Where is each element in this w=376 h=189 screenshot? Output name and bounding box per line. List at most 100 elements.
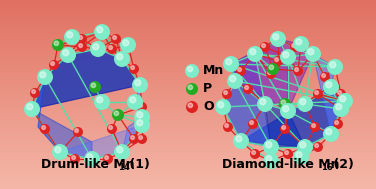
Circle shape [296, 152, 302, 158]
Circle shape [87, 154, 93, 160]
Circle shape [114, 51, 130, 67]
Circle shape [315, 91, 318, 94]
Circle shape [77, 42, 87, 52]
Circle shape [267, 63, 279, 75]
Circle shape [273, 56, 283, 66]
Circle shape [300, 142, 306, 148]
Circle shape [94, 94, 110, 110]
Circle shape [250, 149, 260, 159]
Circle shape [268, 71, 271, 74]
Circle shape [310, 122, 320, 132]
Circle shape [40, 124, 50, 134]
Circle shape [72, 156, 76, 160]
Circle shape [326, 82, 332, 88]
Text: P: P [203, 83, 212, 95]
Polygon shape [223, 54, 271, 147]
Circle shape [290, 42, 300, 52]
Circle shape [238, 68, 241, 71]
Circle shape [107, 44, 117, 54]
Circle shape [84, 151, 100, 167]
Circle shape [137, 120, 143, 126]
Circle shape [262, 44, 265, 47]
Circle shape [51, 62, 55, 66]
Circle shape [42, 126, 45, 129]
Circle shape [266, 69, 276, 79]
Circle shape [139, 104, 143, 108]
Circle shape [230, 76, 236, 82]
Polygon shape [122, 117, 142, 152]
Circle shape [135, 80, 141, 86]
Circle shape [109, 46, 112, 50]
Circle shape [40, 72, 46, 78]
Circle shape [49, 60, 59, 70]
Circle shape [340, 96, 346, 102]
Circle shape [252, 151, 256, 154]
Circle shape [327, 59, 343, 75]
Circle shape [123, 40, 129, 46]
Circle shape [37, 69, 53, 85]
Circle shape [308, 49, 314, 55]
Circle shape [134, 109, 150, 125]
Circle shape [131, 66, 135, 70]
Circle shape [63, 50, 69, 56]
Circle shape [137, 102, 147, 112]
Circle shape [223, 56, 239, 72]
Circle shape [187, 66, 193, 72]
Text: (2): (2) [329, 158, 354, 171]
Circle shape [338, 91, 341, 94]
Circle shape [279, 98, 291, 110]
Circle shape [114, 111, 118, 116]
Circle shape [79, 44, 82, 47]
Circle shape [226, 59, 232, 65]
Circle shape [336, 89, 346, 99]
Circle shape [137, 134, 147, 144]
Circle shape [218, 102, 224, 108]
Circle shape [333, 119, 343, 129]
Polygon shape [135, 85, 142, 125]
Circle shape [77, 34, 87, 44]
Circle shape [94, 24, 110, 40]
Circle shape [186, 101, 198, 113]
Circle shape [283, 52, 289, 58]
Circle shape [227, 73, 243, 89]
Circle shape [263, 139, 279, 155]
Circle shape [109, 126, 112, 129]
Circle shape [188, 85, 193, 90]
Circle shape [236, 136, 242, 142]
Circle shape [131, 136, 135, 139]
Circle shape [263, 153, 279, 169]
Text: Mn: Mn [203, 64, 224, 77]
Circle shape [113, 36, 117, 40]
Polygon shape [60, 125, 142, 159]
Polygon shape [231, 39, 288, 111]
Circle shape [32, 90, 35, 94]
Circle shape [323, 126, 339, 142]
Circle shape [337, 93, 353, 109]
Circle shape [93, 44, 99, 50]
Circle shape [247, 46, 263, 62]
Circle shape [269, 65, 274, 70]
Circle shape [280, 103, 296, 119]
Circle shape [112, 109, 124, 121]
Circle shape [130, 97, 136, 103]
Circle shape [293, 66, 303, 76]
Circle shape [89, 81, 101, 93]
Circle shape [75, 129, 79, 132]
Circle shape [297, 139, 313, 155]
Polygon shape [32, 77, 60, 152]
Circle shape [132, 77, 148, 93]
Circle shape [322, 74, 326, 77]
Circle shape [293, 36, 309, 52]
Circle shape [97, 27, 103, 33]
Circle shape [222, 89, 232, 99]
Circle shape [67, 32, 73, 38]
Circle shape [295, 68, 299, 71]
Circle shape [91, 83, 96, 88]
Circle shape [215, 99, 231, 115]
Circle shape [127, 94, 143, 110]
Circle shape [282, 126, 285, 129]
Circle shape [233, 133, 249, 149]
Circle shape [283, 149, 293, 159]
Text: 16: 16 [321, 163, 333, 172]
Circle shape [97, 97, 103, 103]
